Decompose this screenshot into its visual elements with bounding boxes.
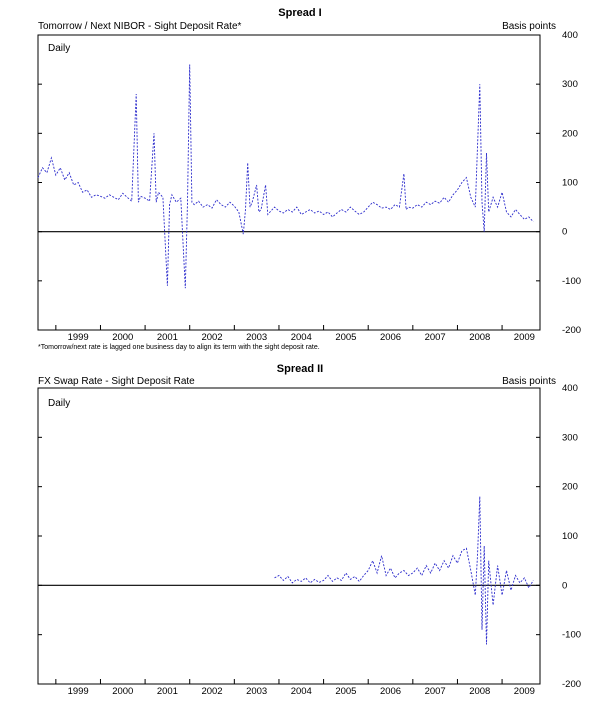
y-tick-label: 200 bbox=[562, 128, 578, 139]
x-tick-label: 2009 bbox=[514, 332, 535, 343]
x-tick-label: 2000 bbox=[112, 686, 133, 697]
plot-frame bbox=[37, 34, 541, 331]
x-tick-label: 2006 bbox=[380, 332, 401, 343]
y-tick-label: 400 bbox=[562, 383, 578, 394]
x-tick-label: 2000 bbox=[112, 332, 133, 343]
chart-subtitle-spread-2: FX Swap Rate - Sight Deposit Rate bbox=[38, 376, 195, 387]
y-tick-label: 0 bbox=[562, 580, 567, 591]
chart-title-spread-1: Spread I bbox=[278, 7, 322, 19]
frequency-label-spread-1: Daily bbox=[48, 43, 71, 54]
x-tick-label: 2002 bbox=[201, 686, 222, 697]
y-tick-label: 0 bbox=[562, 227, 567, 238]
unit-label-spread-1: Basis points bbox=[502, 21, 556, 32]
frequency-label-spread-2: Daily bbox=[48, 398, 71, 409]
series-line bbox=[274, 496, 534, 645]
y-tick-label: 400 bbox=[562, 30, 578, 41]
x-tick-label: 2005 bbox=[335, 686, 356, 697]
y-tick-label: 100 bbox=[562, 531, 578, 542]
y-tick-label: 300 bbox=[562, 432, 578, 443]
chart-title-spread-2: Spread II bbox=[276, 363, 324, 375]
x-tick-label: 2001 bbox=[157, 686, 178, 697]
x-tick-label: 2009 bbox=[514, 686, 535, 697]
x-tick-label: 2004 bbox=[291, 686, 312, 697]
y-tick-label: -100 bbox=[562, 630, 581, 641]
x-tick-label: 1999 bbox=[68, 332, 89, 343]
y-tick-label: -200 bbox=[562, 679, 581, 690]
y-tick-label: 200 bbox=[562, 482, 578, 493]
x-tick-label: 2007 bbox=[425, 332, 446, 343]
y-tick-label: 300 bbox=[562, 79, 578, 90]
series-line bbox=[37, 64, 534, 289]
x-tick-label: 2001 bbox=[157, 332, 178, 343]
x-tick-label: 1999 bbox=[68, 686, 89, 697]
x-tick-label: 2003 bbox=[246, 332, 267, 343]
plot-frame bbox=[37, 387, 541, 685]
x-tick-label: 2008 bbox=[469, 332, 490, 343]
x-tick-label: 2003 bbox=[246, 686, 267, 697]
y-tick-label: 100 bbox=[562, 178, 578, 189]
y-tick-label: -200 bbox=[562, 325, 581, 336]
x-tick-label: 2002 bbox=[201, 332, 222, 343]
x-tick-label: 2006 bbox=[380, 686, 401, 697]
x-tick-label: 2004 bbox=[291, 332, 312, 343]
unit-label-spread-2: Basis points bbox=[502, 376, 556, 387]
x-tick-label: 2008 bbox=[469, 686, 490, 697]
chart-subtitle-spread-1: Tomorrow / Next NIBOR - Sight Deposit Ra… bbox=[38, 21, 242, 32]
x-tick-label: 2007 bbox=[425, 686, 446, 697]
y-tick-label: -100 bbox=[562, 276, 581, 287]
x-tick-label: 2005 bbox=[335, 332, 356, 343]
footnote-spread-1: *Tomorrow/next rate is lagged one busine… bbox=[38, 344, 320, 351]
